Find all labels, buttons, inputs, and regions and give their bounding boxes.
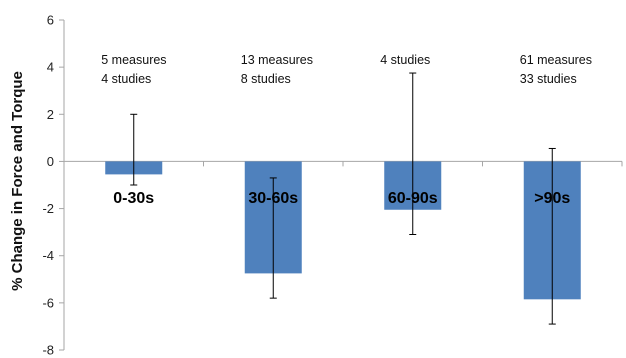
annotation-text: 5 measures [101,53,166,67]
annotation-text: 61 measures [520,53,592,67]
y-tick-label: 6 [47,13,54,28]
annotation-text: 13 measures [241,53,313,67]
annotation-text: 4 studies [101,72,151,86]
annotation-text: 8 studies [241,72,291,86]
y-tick-label: -8 [42,343,54,358]
category-label: 60-90s [388,190,438,207]
y-tick-label: -2 [42,201,54,216]
y-tick-label: 0 [47,154,54,169]
y-tick-label: 2 [47,107,54,122]
y-tick-label: -4 [42,248,54,263]
y-tick-label: 4 [47,60,54,75]
y-axis-label: % Change in Force and Torque [9,71,26,291]
category-label: >90s [534,190,570,207]
annotation-text: 33 studies [520,72,577,86]
category-label: 0-30s [113,190,154,207]
y-tick-label: -6 [42,295,54,310]
annotation-text: 4 studies [380,53,430,67]
category-label: 30-60s [248,190,298,207]
